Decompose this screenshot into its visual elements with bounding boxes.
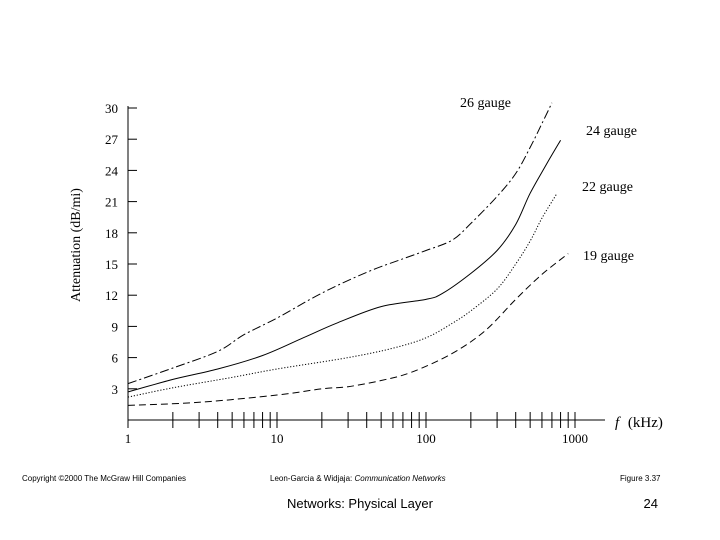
- slide-title: Networks: Physical Layer: [287, 496, 434, 511]
- series-line-22-gauge: [127, 194, 557, 398]
- citation-book: Communication Networks: [354, 474, 445, 483]
- x-axis-unit: (kHz): [628, 415, 663, 431]
- x-tick-label: 10: [271, 431, 284, 446]
- y-tick-label: 27: [105, 132, 119, 147]
- citation-authors: Leon-Garcia & Widjaja:: [270, 474, 354, 483]
- y-tick-label: 3: [112, 382, 119, 397]
- figure-number: Figure 3.37: [620, 474, 661, 483]
- y-tick-label: 21: [105, 195, 118, 210]
- y-axis-label: Attenuation (dB/mi): [69, 188, 84, 302]
- series-line-24-gauge: [127, 139, 562, 393]
- copyright-text: Copyright ©2000 The McGraw Hill Companie…: [22, 474, 186, 483]
- series-label-24-gauge: 24 gauge: [586, 124, 637, 139]
- y-tick-label: 12: [105, 288, 118, 303]
- x-axis: 1 10 100 1000: [125, 412, 605, 446]
- series-label-26-gauge: 26 gauge: [460, 96, 511, 111]
- y-tick-label: 30: [105, 101, 118, 116]
- y-tick-label: 9: [112, 319, 119, 334]
- y-tick-label: 24: [105, 163, 119, 178]
- series-label-22-gauge: 22 gauge: [582, 180, 633, 195]
- y-tick-label: 6: [112, 351, 119, 366]
- citation-text: Leon-Garcia & Widjaja: Communication Net…: [270, 474, 446, 483]
- x-tick-label: 1: [125, 431, 132, 446]
- series-labels: 26 gauge 24 gauge 22 gauge 19 gauge: [460, 96, 637, 264]
- x-tick-label: 100: [416, 431, 436, 446]
- y-tick-label: 18: [105, 226, 118, 241]
- x-tick-label: 1000: [562, 431, 588, 446]
- series-label-19-gauge: 19 gauge: [583, 249, 634, 264]
- series-line-19-gauge: [127, 253, 569, 406]
- series-line-26-gauge: [127, 102, 553, 385]
- page-number: 24: [644, 496, 658, 511]
- x-axis-symbol: f: [615, 415, 621, 431]
- y-tick-label: 15: [105, 257, 118, 272]
- series-lines: [127, 102, 569, 406]
- y-axis: 3 6 9 12 15 18 21 24 27 30: [105, 101, 137, 420]
- x-axis-label: f (kHz): [615, 415, 663, 431]
